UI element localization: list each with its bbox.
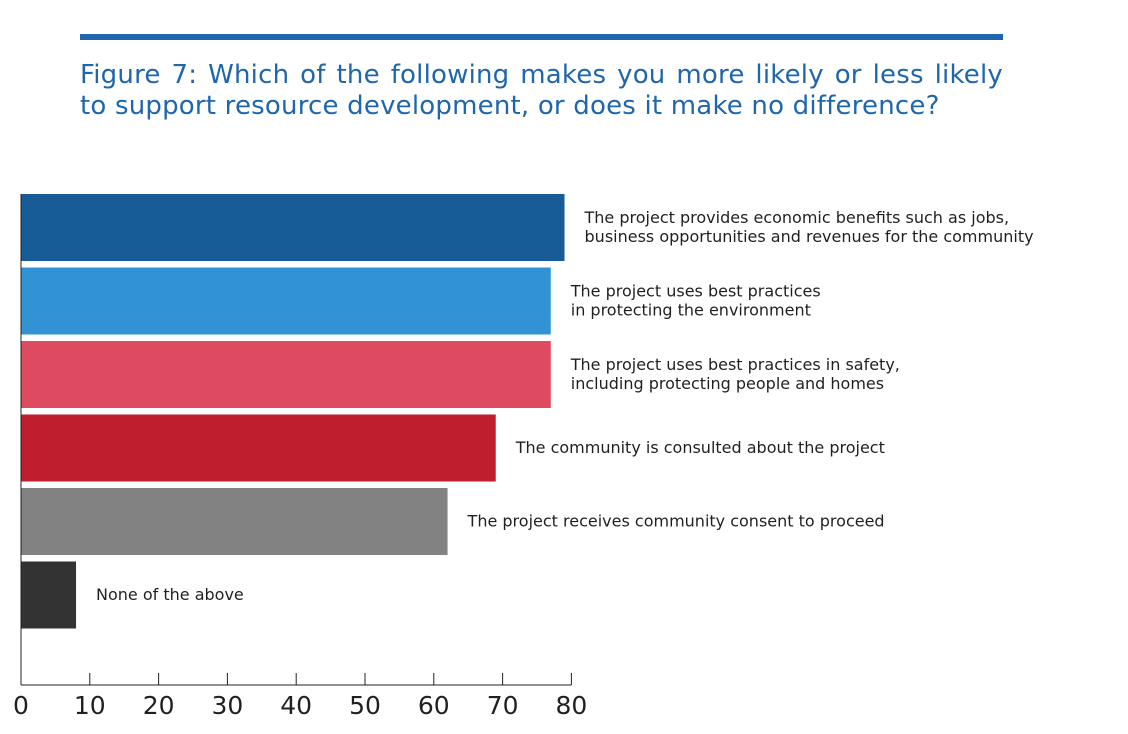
title-rule [80,34,1003,40]
bar-label-3: The project uses best practices in safet… [570,355,900,393]
x-tick-label: 70 [487,691,519,720]
bar-label-5: The project receives community consent t… [467,512,885,531]
x-tick-label: 80 [555,691,587,720]
x-tick-label: 60 [418,691,450,720]
x-tick-label: 0 [13,691,29,720]
bars-layer: The project provides economic benefits s… [21,194,1034,629]
x-tick-label: 30 [211,691,243,720]
bar-label-line: The project uses best practices in safet… [570,355,900,374]
x-tick-label: 50 [349,691,381,720]
bar-label-line: including protecting people and homes [571,374,884,393]
bar-label-line: business opportunities and revenues for … [585,227,1034,246]
x-tick-label: 20 [143,691,175,720]
bar-label-line: The community is consulted about the pro… [515,438,885,457]
figure-title: Figure 7: Which of the following makes y… [80,60,1003,121]
bar-6 [21,561,77,629]
x-tick-label: 40 [280,691,312,720]
bar-label-line: The project receives community consent t… [467,512,885,531]
bar-label-4: The community is consulted about the pro… [515,438,885,457]
bar-1 [21,194,565,261]
bar-label-2: The project uses best practices in protec… [570,282,821,320]
bar-label-6: None of the above [96,585,244,604]
bar-label-line: None of the above [96,585,244,604]
bar-4 [21,414,496,482]
bar-3 [21,341,551,408]
bar-5 [21,488,448,555]
bar-label-1: The project provides economic benefits s… [584,208,1034,246]
x-axis: 0 10 20 30 40 50 60 70 80 [13,194,587,720]
x-tick-label: 10 [74,691,106,720]
bar-label-line: in protecting the environment [571,301,811,320]
bar-2 [21,267,551,335]
bar-label-line: The project provides economic benefits s… [584,208,1010,227]
bar-label-line: The project uses best practices [570,282,821,301]
